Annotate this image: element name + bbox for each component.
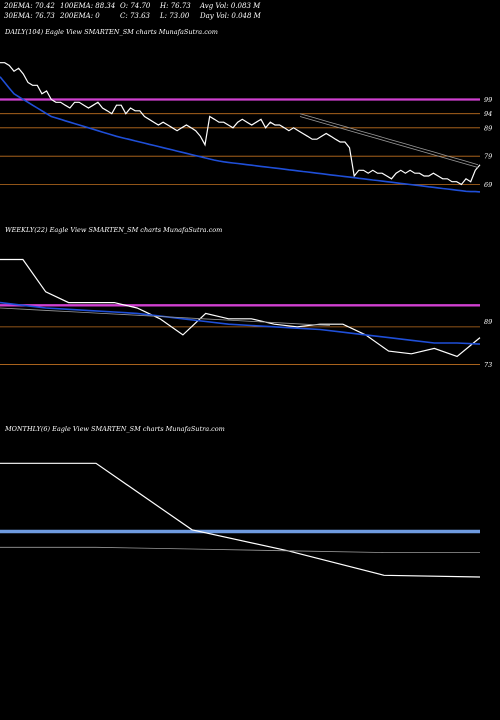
gray-ema-line	[0, 546, 480, 553]
price-axis-label: 99	[484, 96, 492, 104]
ema-blue-line	[0, 301, 481, 345]
avg-vol-readout: Avg Vol: 0.083 M	[200, 2, 261, 10]
monthly-chart	[0, 462, 481, 578]
price-line	[0, 62, 481, 186]
ema200-readout: 200EMA: 0	[60, 12, 100, 20]
day-vol-readout: Day Vol: 0.048 M	[200, 12, 261, 20]
ema20-readout: 20EMA: 70.42	[4, 2, 55, 10]
price-axis-label: 79	[484, 153, 492, 161]
ema30-readout: 30EMA: 76.73	[4, 12, 55, 20]
close-readout: C: 73.63	[120, 12, 150, 20]
price-line	[0, 258, 481, 358]
price-line	[0, 462, 481, 578]
gray-ema-1-line	[299, 113, 479, 166]
weekly-panel-title: WEEKLY(22) Eagle View SMARTEN_SM charts …	[5, 226, 223, 234]
ema100-readout: 100EMA: 88.34	[60, 2, 116, 10]
price-axis-label: 69	[484, 181, 492, 189]
daily-panel-title: DAILY(104) Eagle View SMARTEN_SM charts …	[5, 28, 218, 36]
high-readout: H: 76.73	[160, 2, 191, 10]
price-axis-label: 89	[484, 318, 492, 326]
daily-chart: 99 94 89 79 69	[0, 62, 492, 193]
price-axis-label: 73	[484, 361, 492, 369]
monthly-panel-title: MONTHLY(6) Eagle View SMARTEN_SM charts …	[5, 425, 225, 433]
gray-ema-2-line	[299, 116, 479, 168]
ema-blue-line	[0, 76, 481, 193]
gray-ema-line	[0, 307, 331, 326]
weekly-chart: 89 73	[0, 258, 492, 369]
price-axis-label: 94	[484, 110, 492, 118]
low-readout: L: 73.00	[160, 12, 190, 20]
open-readout: O: 74.70	[120, 2, 151, 10]
price-axis-label: 89	[484, 124, 492, 132]
